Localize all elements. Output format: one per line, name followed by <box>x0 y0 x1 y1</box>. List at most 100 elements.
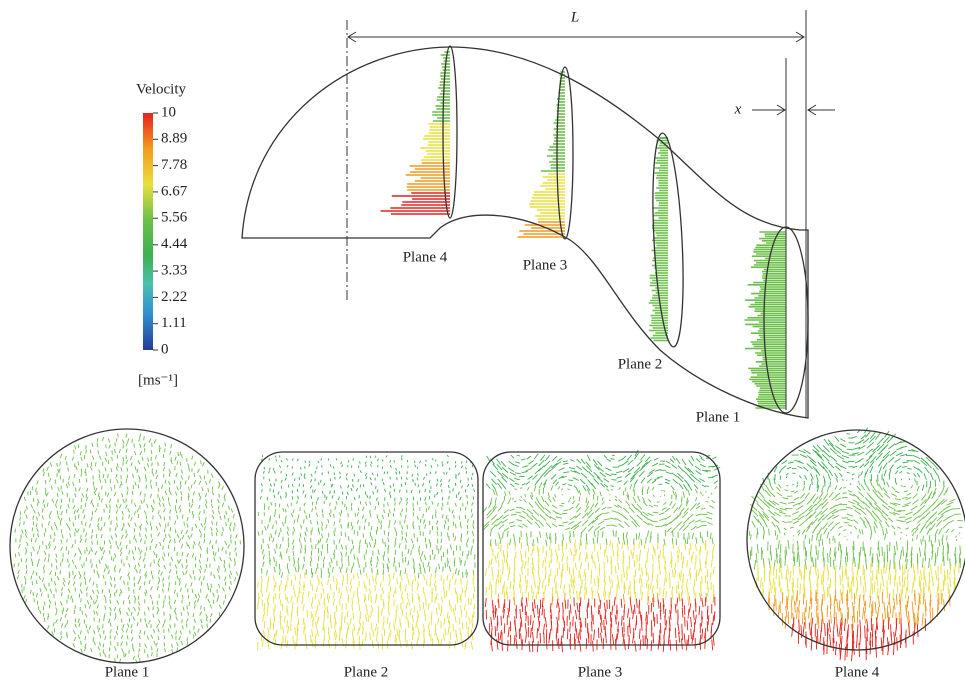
velocity-vector <box>179 582 180 586</box>
velocity-vector <box>939 539 940 546</box>
velocity-vector <box>413 512 414 516</box>
velocity-vector <box>533 510 539 516</box>
velocity-vector <box>332 567 333 573</box>
velocity-vector <box>269 471 270 474</box>
velocity-vector <box>235 562 236 566</box>
velocity-vector <box>472 484 473 487</box>
velocity-vector <box>586 462 591 468</box>
velocity-vector <box>829 492 833 497</box>
velocity-vector <box>874 526 876 533</box>
velocity-vector <box>460 524 461 528</box>
velocity-vector <box>263 562 264 567</box>
velocity-vector <box>348 460 349 462</box>
velocity-vector <box>151 586 153 590</box>
velocity-vector <box>38 512 40 516</box>
velocity-vector <box>454 515 455 519</box>
velocity-vector <box>18 570 19 574</box>
velocity-vector <box>36 593 37 597</box>
velocity-vector <box>139 586 141 590</box>
velocity-vector <box>629 562 630 570</box>
velocity-vector <box>582 520 588 526</box>
velocity-vector <box>55 504 56 508</box>
velocity-vector <box>335 506 336 510</box>
velocity-vector <box>305 494 306 497</box>
velocity-vector <box>160 515 161 519</box>
velocity-vector <box>229 574 230 578</box>
velocity-vector <box>390 485 391 488</box>
velocity-vector <box>793 577 794 588</box>
velocity-vector <box>866 432 871 438</box>
velocity-vector <box>867 442 874 448</box>
velocity-vector <box>944 599 945 611</box>
velocity-vector <box>95 508 97 512</box>
velocity-vector <box>413 525 414 529</box>
velocity-vector <box>951 529 954 532</box>
velocity-vector <box>448 485 449 488</box>
velocity-vector <box>423 640 424 648</box>
velocity-vector <box>127 491 128 495</box>
velocity-vector <box>890 574 891 585</box>
velocity-vector <box>158 580 160 584</box>
velocity-vector <box>600 472 606 477</box>
velocity-vector <box>696 471 702 475</box>
velocity-vector <box>766 485 770 492</box>
velocity-vector <box>643 521 648 525</box>
velocity-vector <box>61 499 62 503</box>
velocity-vector <box>95 600 96 604</box>
velocity-vector <box>365 615 366 622</box>
velocity-vector <box>164 462 165 466</box>
velocity-vector <box>441 539 442 544</box>
velocity-vector <box>413 544 414 549</box>
velocity-vector <box>334 522 335 526</box>
velocity-vector <box>444 618 445 625</box>
velocity-vector <box>223 600 224 604</box>
velocity-vector <box>79 571 81 575</box>
velocity-vector <box>354 591 355 597</box>
velocity-vector <box>98 647 99 651</box>
velocity-vector <box>346 567 347 573</box>
velocity-vector <box>84 515 85 519</box>
velocity-vector <box>842 461 848 463</box>
velocity-vector <box>844 619 845 632</box>
velocity-vector <box>24 576 26 580</box>
velocity-vector <box>418 573 419 579</box>
velocity-vector <box>905 528 909 530</box>
velocity-vector <box>513 464 518 466</box>
velocity-vector <box>135 538 137 542</box>
velocity-vector <box>389 596 390 602</box>
velocity-vector <box>791 595 792 607</box>
velocity-vector <box>805 475 807 480</box>
velocity-vector <box>613 549 614 556</box>
velocity-vector <box>201 619 202 623</box>
velocity-vector <box>610 518 616 519</box>
velocity-vector <box>641 539 642 546</box>
velocity-vector <box>590 504 593 510</box>
velocity-vector <box>154 641 156 645</box>
velocity-vector <box>586 587 587 596</box>
velocity-vector <box>409 599 410 606</box>
velocity-vector <box>115 584 116 588</box>
velocity-vector <box>230 535 231 539</box>
velocity-vector <box>633 497 636 503</box>
velocity-vector <box>847 449 854 450</box>
velocity-vector <box>474 586 475 592</box>
velocity-vector <box>699 455 702 458</box>
velocity-vector <box>626 532 627 538</box>
velocity-vector <box>839 600 840 612</box>
velocity-vector <box>100 642 101 646</box>
velocity-vector <box>654 478 659 480</box>
velocity-vector <box>546 639 547 650</box>
velocity-vector <box>68 581 70 585</box>
velocity-vector <box>134 596 136 600</box>
velocity-vector <box>206 594 208 598</box>
velocity-vector <box>634 560 635 567</box>
velocity-vector <box>210 613 212 617</box>
velocity-vector <box>866 468 868 474</box>
velocity-vector <box>435 597 436 604</box>
velocity-vector <box>287 465 288 467</box>
velocity-vector <box>68 504 69 508</box>
velocity-vector <box>138 460 140 464</box>
velocity-vector <box>712 639 713 650</box>
velocity-vector <box>798 532 800 535</box>
velocity-vector <box>689 568 690 576</box>
